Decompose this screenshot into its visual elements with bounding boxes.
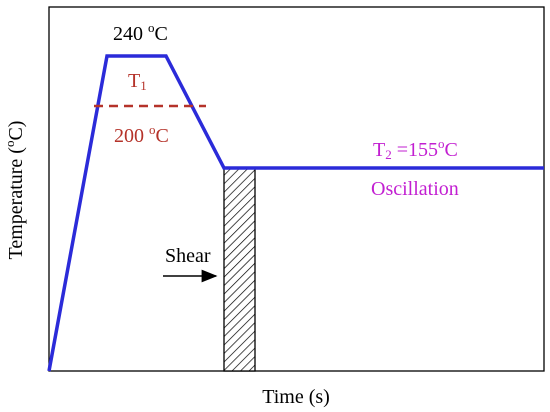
shear-region (223, 167, 256, 372)
t2-label: T2 =155oC (373, 136, 458, 162)
plot-frame (48, 6, 545, 372)
y-axis-label: Temperature (oC) (2, 121, 27, 260)
oscillation-label: Oscillation (371, 178, 459, 200)
shear-label: Shear (165, 245, 211, 267)
x-axis-label: Time (s) (262, 386, 330, 408)
t1-value-label: 200 oC (114, 122, 169, 147)
t1-label: T1 (128, 70, 147, 93)
peak-temperature-label: 240 oC (113, 20, 168, 45)
temperature-profile-line (47, 54, 544, 372)
